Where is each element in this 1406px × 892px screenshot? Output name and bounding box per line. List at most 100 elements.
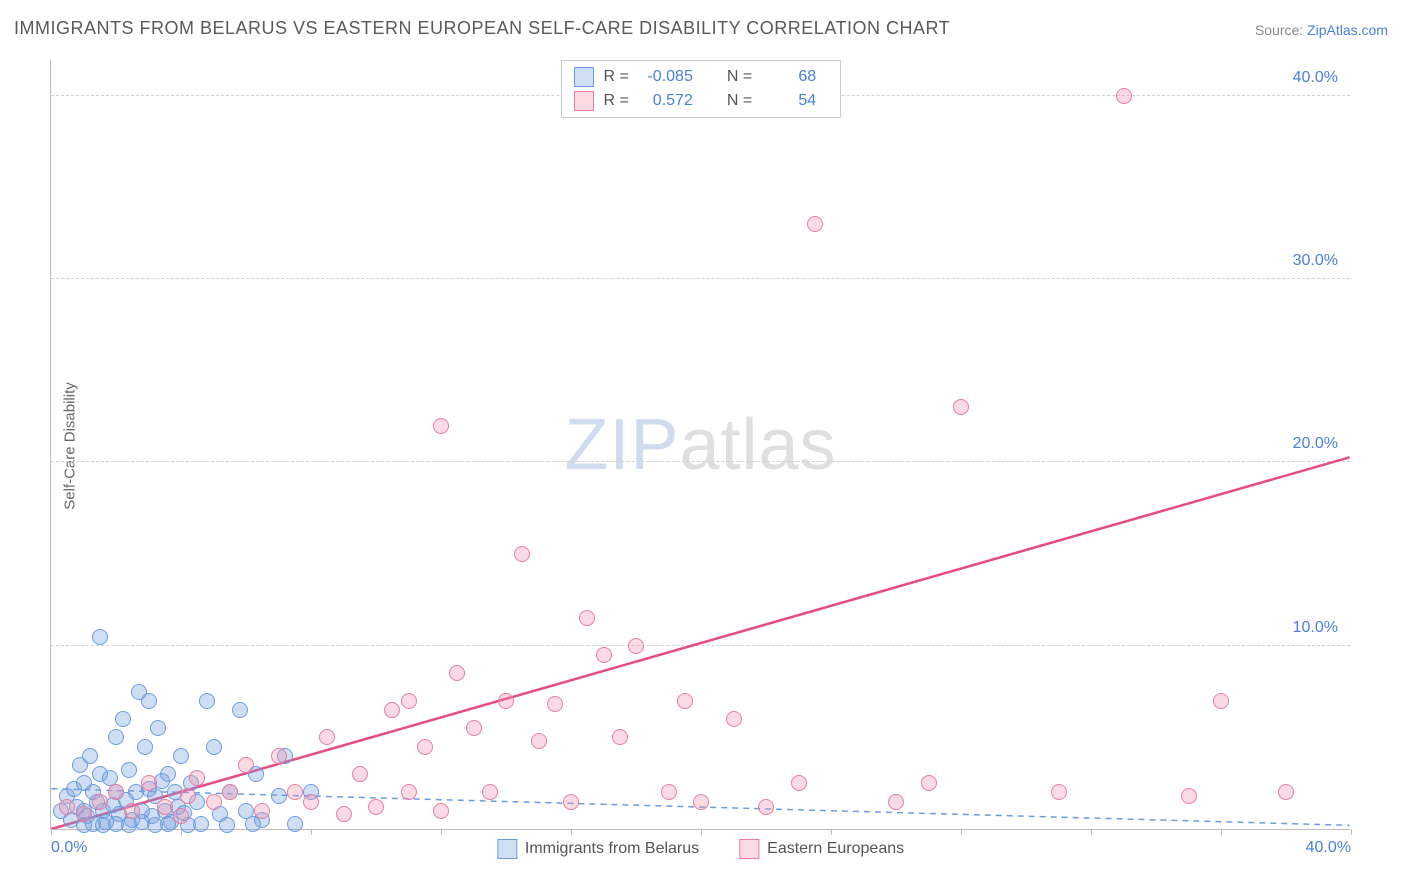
r-label: R =: [604, 65, 629, 89]
data-point: [232, 702, 248, 718]
data-point: [1213, 693, 1229, 709]
legend-label-eastern: Eastern Europeans: [767, 840, 904, 858]
y-tick-label: 40.0%: [1293, 69, 1338, 87]
data-point: [173, 748, 189, 764]
swatch-eastern: [739, 839, 759, 859]
x-tick: [961, 829, 962, 835]
data-point: [368, 799, 384, 815]
legend-row-belarus: R = -0.085 N = 68: [574, 65, 828, 89]
data-point: [498, 693, 514, 709]
n-value-eastern: 54: [762, 89, 816, 113]
data-point: [137, 739, 153, 755]
n-label: N =: [727, 65, 752, 89]
data-point: [514, 546, 530, 562]
chart-title: IMMIGRANTS FROM BELARUS VS EASTERN EUROP…: [14, 18, 950, 39]
data-point: [271, 788, 287, 804]
swatch-belarus: [574, 67, 594, 87]
data-point: [563, 794, 579, 810]
data-point: [401, 784, 417, 800]
data-point: [115, 711, 131, 727]
swatch-eastern: [574, 91, 594, 111]
data-point: [953, 399, 969, 415]
data-point: [807, 216, 823, 232]
x-tick: [1091, 829, 1092, 835]
data-point: [121, 762, 137, 778]
data-point: [141, 693, 157, 709]
data-point: [726, 711, 742, 727]
x-tick: [441, 829, 442, 835]
data-point: [1116, 88, 1132, 104]
data-point: [401, 693, 417, 709]
series-legend: Immigrants from Belarus Eastern European…: [497, 839, 904, 859]
data-point: [661, 784, 677, 800]
data-point: [758, 799, 774, 815]
data-point: [433, 418, 449, 434]
data-point: [579, 610, 595, 626]
x-tick: [51, 829, 52, 835]
r-value-eastern: 0.572: [639, 89, 693, 113]
data-point: [482, 784, 498, 800]
data-point: [417, 739, 433, 755]
data-point: [199, 693, 215, 709]
correlation-legend: R = -0.085 N = 68 R = 0.572 N = 54: [561, 60, 841, 118]
legend-item-eastern: Eastern Europeans: [739, 839, 904, 859]
watermark-z: ZIP: [564, 405, 679, 485]
x-tick: [701, 829, 702, 835]
data-point: [319, 729, 335, 745]
data-point: [693, 794, 709, 810]
data-point: [193, 816, 209, 832]
y-tick-label: 30.0%: [1293, 252, 1338, 270]
chart-source: Source: ZipAtlas.com: [1255, 22, 1388, 38]
data-point: [596, 647, 612, 663]
data-point: [921, 775, 937, 791]
data-point: [287, 784, 303, 800]
x-tick: [571, 829, 572, 835]
data-point: [157, 799, 173, 815]
y-tick-label: 20.0%: [1293, 435, 1338, 453]
data-point: [206, 794, 222, 810]
data-point: [677, 693, 693, 709]
source-link[interactable]: ZipAtlas.com: [1307, 22, 1388, 38]
data-point: [180, 788, 196, 804]
n-value-belarus: 68: [762, 65, 816, 89]
swatch-belarus: [497, 839, 517, 859]
x-tick-label-end: 40.0%: [1306, 839, 1351, 857]
data-point: [141, 775, 157, 791]
data-point: [82, 748, 98, 764]
legend-label-belarus: Immigrants from Belarus: [525, 840, 699, 858]
gridline: [51, 461, 1350, 462]
gridline: [51, 278, 1350, 279]
data-point: [189, 770, 205, 786]
data-point: [384, 702, 400, 718]
data-point: [238, 757, 254, 773]
r-value-belarus: -0.085: [639, 65, 693, 89]
data-point: [206, 739, 222, 755]
r-label: R =: [604, 89, 629, 113]
legend-row-eastern: R = 0.572 N = 54: [574, 89, 828, 113]
data-point: [791, 775, 807, 791]
data-point: [124, 803, 140, 819]
trend-line: [51, 457, 1349, 829]
data-point: [108, 784, 124, 800]
y-tick-label: 10.0%: [1293, 619, 1338, 637]
x-tick-label-start: 0.0%: [51, 839, 87, 857]
data-point: [102, 770, 118, 786]
source-label: Source:: [1255, 22, 1307, 38]
data-point: [303, 794, 319, 810]
data-point: [59, 799, 75, 815]
data-point: [287, 816, 303, 832]
data-point: [466, 720, 482, 736]
x-tick: [831, 829, 832, 835]
scatter-plot: ZIPatlas R = -0.085 N = 68 R = 0.572 N =…: [50, 60, 1350, 830]
data-point: [628, 638, 644, 654]
data-point: [271, 748, 287, 764]
data-point: [150, 720, 166, 736]
watermark: ZIPatlas: [564, 404, 836, 486]
data-point: [531, 733, 547, 749]
data-point: [612, 729, 628, 745]
data-point: [1051, 784, 1067, 800]
data-point: [92, 629, 108, 645]
data-point: [254, 803, 270, 819]
data-point: [222, 784, 238, 800]
data-point: [433, 803, 449, 819]
